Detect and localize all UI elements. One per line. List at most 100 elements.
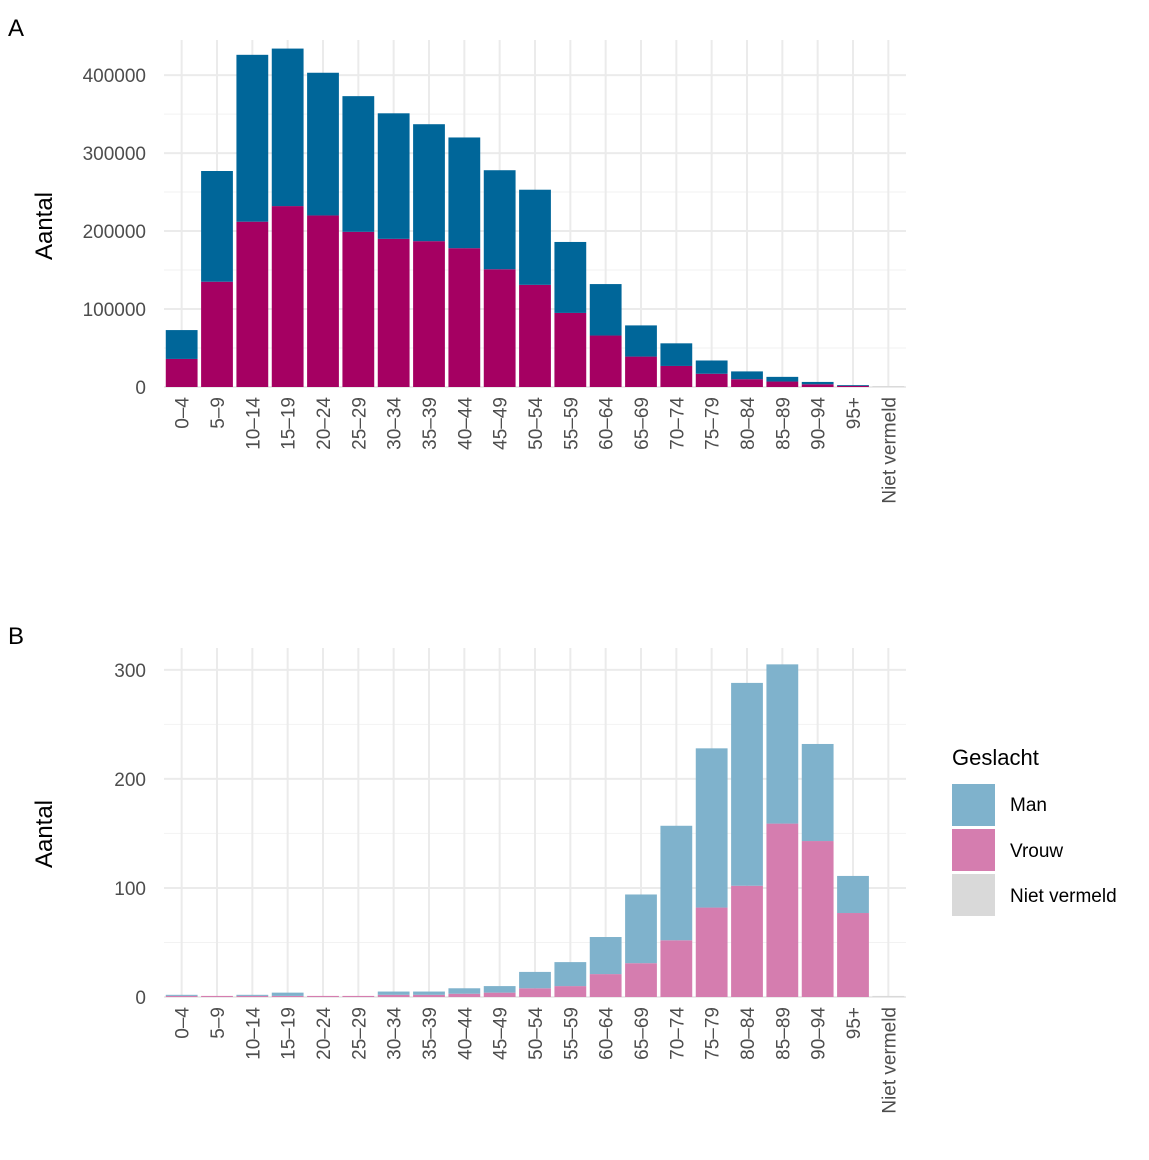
- panel-b-bar-man: [483, 986, 516, 993]
- panel-b-bar-vrouw: [201, 995, 233, 997]
- panel-a-x-tick-label: 35–39: [420, 397, 441, 450]
- panel-a-bar-vrouw: [448, 248, 481, 387]
- legend-label-man: Man: [1010, 795, 1047, 816]
- panel-a-bar-vrouw: [695, 373, 728, 387]
- panel-b-x-tick-label: 85–89: [773, 1007, 794, 1060]
- panel-b-y-tick-label: 300: [114, 661, 146, 682]
- panel-b-x-tick-label: 55–59: [561, 1007, 582, 1060]
- panel-a-x-tick-label: 15–19: [279, 397, 300, 450]
- legend-label-vrouw: Vrouw: [1010, 841, 1063, 862]
- panel-b-x-tick-label: 15–19: [279, 1007, 300, 1060]
- panel-b-bar-vrouw: [413, 994, 445, 997]
- panel-b-bar-man: [660, 825, 693, 941]
- panel-b-x-tick-label: 25–29: [349, 1007, 370, 1060]
- panel-b-bars: [165, 664, 905, 997]
- panel-a-x-tick-label: 90–94: [809, 397, 830, 450]
- panel-a-bar-vrouw: [201, 281, 233, 387]
- panel-b-x-tick-label: 65–69: [632, 1007, 653, 1060]
- panel-b-y-tick-label: 200: [114, 770, 146, 791]
- panel-a-x-tick-label: 5–9: [208, 397, 229, 429]
- panel-a-bar-man: [766, 376, 799, 382]
- panel-a-bar-vrouw: [766, 381, 799, 387]
- panel-b-x-tick-label: Niet vermeld: [879, 1007, 900, 1114]
- panel-a-x-tick-label: 60–64: [597, 397, 618, 450]
- panel-b-x-tick-label: 5–9: [208, 1007, 229, 1039]
- panel-a-bar-man: [660, 343, 693, 366]
- panel-a-x-tick-label: 30–34: [385, 397, 406, 450]
- panel-b-x-tick-label: 0–4: [173, 1007, 194, 1039]
- panel-a-bar-man: [236, 54, 269, 222]
- legend-title: Geslacht: [952, 745, 1039, 770]
- panel-b-bar-vrouw: [731, 885, 763, 997]
- panel-b-bar-vrouw: [660, 940, 693, 997]
- panel-a-x-tick-label: 55–59: [561, 397, 582, 450]
- panel-b-bar-man: [695, 748, 728, 908]
- panel-a-y-tick-label: 0: [135, 378, 146, 399]
- panel-b-y-tick-labels: 0 100 200 300: [114, 661, 146, 1009]
- panel-b-bar-man: [766, 664, 799, 824]
- panel-a-x-tick-labels: 0–4 5–9 10–14 15–19 20–24 25–29 30–34 35–39 40–4…: [173, 397, 901, 504]
- panel-b-bar-vrouw: [801, 841, 834, 997]
- panel-b-bar-vrouw: [271, 995, 304, 997]
- panel-a-bar-vrouw: [519, 284, 551, 387]
- panel-a-x-tick-label: 70–74: [667, 397, 688, 450]
- panel-b-bar-man: [625, 894, 657, 964]
- panel-b-bar-vrouw: [483, 992, 516, 997]
- panel-b-bar-man: [271, 992, 304, 996]
- panel-a-x-tick-label: 20–24: [314, 397, 335, 450]
- panel-b-bar-vrouw: [519, 988, 551, 997]
- panel-b-bar-vrouw: [377, 994, 410, 997]
- legend-label-niet-vermeld: Niet vermeld: [1010, 886, 1117, 907]
- panel-b-bar-vrouw: [448, 993, 481, 997]
- panel-a-x-tick-label: 50–54: [526, 397, 547, 450]
- panel-b-bar-vrouw: [625, 963, 657, 997]
- panel-a-bar-man: [201, 171, 233, 282]
- panel-a-bar-man: [448, 137, 481, 249]
- panel-b-x-tick-label: 10–14: [243, 1007, 264, 1060]
- panel-b-y-axis-title: Aantal: [31, 800, 58, 868]
- panel-a-x-tick-label: 25–29: [349, 397, 370, 450]
- panel-a-bar-vrouw: [731, 379, 763, 387]
- legend-swatch-vrouw: [952, 829, 995, 871]
- panel-b-bar-man: [554, 962, 587, 987]
- panel-a-y-axis-title: Aantal: [31, 192, 58, 260]
- panel-b-bar-niet-vermeld: [872, 995, 905, 997]
- panel-b-bar-man: [165, 994, 198, 996]
- panel-b-x-tick-label: 95+: [844, 1007, 865, 1039]
- panel-a-bar-vrouw: [236, 221, 269, 387]
- panel-a-bar-man: [165, 330, 198, 359]
- panel-a-bar-vrouw: [660, 365, 693, 387]
- panel-a-bars: [165, 48, 905, 387]
- panel-a-bar-man: [271, 48, 304, 207]
- panel-b-x-tick-label: 30–34: [385, 1007, 406, 1060]
- panel-b-x-tick-label: 75–79: [703, 1007, 724, 1060]
- panel-b-x-tick-label: 60–64: [597, 1007, 618, 1060]
- panel-a-bar-vrouw: [165, 358, 198, 387]
- panel-a-bar-vrouw: [801, 384, 834, 387]
- panel-a-y-tick-label: 100000: [83, 300, 146, 321]
- panel-a-bar-vrouw: [342, 231, 375, 387]
- panel-b-x-tick-label: 70–74: [667, 1007, 688, 1060]
- panel-b-letter: B: [8, 623, 24, 650]
- panel-b-bar-man: [413, 991, 445, 995]
- panel-a-x-tick-label: 80–84: [738, 397, 759, 450]
- panel-a-bar-vrouw: [307, 215, 339, 387]
- panel-a-y-tick-label: 300000: [83, 144, 146, 165]
- panel-a-x-tick-label: 0–4: [173, 397, 194, 429]
- panel-a-bar-niet-vermeld: [872, 386, 905, 387]
- legend: Geslacht Man Vrouw Niet vermeld: [952, 745, 1117, 916]
- panel-b-x-tick-label: 40–44: [455, 1007, 476, 1060]
- legend-swatch-niet-vermeld: [952, 874, 995, 916]
- panel-a-bar-man: [519, 189, 551, 285]
- panel-b-y-tick-label: 0: [135, 988, 146, 1009]
- panel-a-x-tick-label: 10–14: [243, 397, 264, 450]
- panel-a-bar-vrouw: [589, 335, 622, 387]
- panel-a-bar-vrouw: [554, 312, 587, 387]
- panel-a-x-tick-label: 65–69: [632, 397, 653, 450]
- panel-b-x-tick-label: 45–49: [491, 1007, 512, 1060]
- panel-a-y-tick-label: 400000: [83, 66, 146, 87]
- panel-b-x-tick-label: 80–84: [738, 1007, 759, 1060]
- legend-swatch-man: [952, 784, 995, 826]
- panel-a-y-tick-label: 200000: [83, 222, 146, 243]
